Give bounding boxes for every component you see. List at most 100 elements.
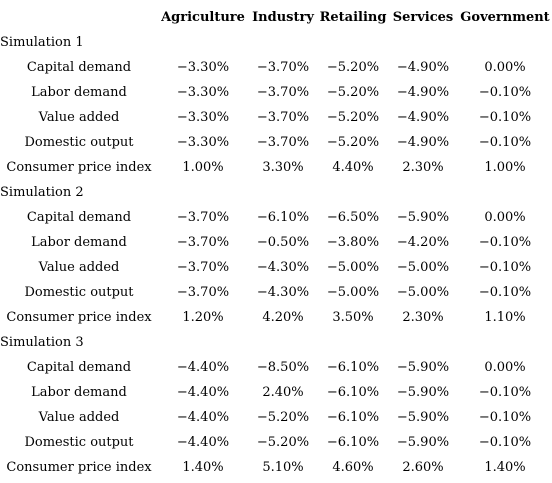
cell-industry: −3.70% <box>256 85 310 100</box>
table-row: Capital demand −3.70% −6.10% −6.50% −5.90% 0.… <box>0 205 552 230</box>
table-row: Value added −3.30% −3.70% −5.20% −4.90% −0.10… <box>0 105 552 130</box>
cell-retailing: −5.20% <box>326 110 380 125</box>
cell-government: 0.00% <box>484 210 526 225</box>
header-services: Services <box>392 10 454 25</box>
cell-industry: 5.10% <box>262 460 304 475</box>
header-agriculture: Agriculture <box>161 10 245 25</box>
cell-services: 2.30% <box>402 310 444 325</box>
cell-government: 0.00% <box>484 60 526 75</box>
cell-agriculture: −4.40% <box>176 360 230 375</box>
row-label: Labor demand <box>31 235 127 250</box>
cell-government: 0.00% <box>484 360 526 375</box>
header-retailing: Retailing <box>319 10 387 25</box>
row-label: Capital demand <box>26 210 132 225</box>
results-table: Agriculture Industry Retailing Services … <box>0 5 552 480</box>
cell-services: −5.90% <box>396 360 450 375</box>
cell-agriculture: −4.40% <box>176 385 230 400</box>
cell-industry: 3.30% <box>262 160 304 175</box>
cell-retailing: −5.20% <box>326 85 380 100</box>
row-label: Labor demand <box>31 85 127 100</box>
cell-agriculture: −3.70% <box>176 235 230 250</box>
header-industry: Industry <box>252 10 314 25</box>
cell-retailing: 4.60% <box>332 460 374 475</box>
cell-industry: −5.20% <box>256 410 310 425</box>
cell-agriculture: −4.40% <box>176 410 230 425</box>
row-label: Value added <box>38 410 120 425</box>
cell-agriculture: −3.30% <box>176 110 230 125</box>
table-row: Capital demand −4.40% −8.50% −6.10% −5.90% 0.… <box>0 355 552 380</box>
table-row: Domestic output −3.30% −3.70% −5.20% −4.90% −… <box>0 130 552 155</box>
table-row: Labor demand −4.40% 2.40% −6.10% −5.90% −0.10… <box>0 380 552 405</box>
cell-services: −4.90% <box>396 60 450 75</box>
row-label: Domestic output <box>24 435 134 450</box>
row-label: Domestic output <box>24 285 134 300</box>
cell-agriculture: −3.30% <box>176 85 230 100</box>
cell-retailing: −5.00% <box>326 260 380 275</box>
table-row: Value added −3.70% −4.30% −5.00% −5.00% −0.10… <box>0 255 552 280</box>
row-label: Capital demand <box>26 360 132 375</box>
cell-services: −5.90% <box>396 210 450 225</box>
row-label: Capital demand <box>26 60 132 75</box>
table-header: Agriculture Industry Retailing Services … <box>0 5 552 30</box>
cell-industry: −3.70% <box>256 110 310 125</box>
table-row: Labor demand −3.70% −0.50% −3.80% −4.20% −0.1… <box>0 230 552 255</box>
cell-government: −0.10% <box>478 260 532 275</box>
cell-government: −0.10% <box>478 235 532 250</box>
cell-industry: −4.30% <box>256 285 310 300</box>
cell-retailing: −5.00% <box>326 285 380 300</box>
cell-government: 1.00% <box>484 160 526 175</box>
cell-retailing: −6.10% <box>326 385 380 400</box>
table-row: Capital demand −3.30% −3.70% −5.20% −4.90% 0.… <box>0 55 552 80</box>
table-row: Consumer price index 1.40% 5.10% 4.60% 2.60%… <box>0 455 552 480</box>
table-row: Value added −4.40% −5.20% −6.10% −5.90% −0.10… <box>0 405 552 430</box>
cell-retailing: −6.50% <box>326 210 380 225</box>
simulation-title: Simulation 1 <box>0 35 84 50</box>
cell-government: −0.10% <box>478 285 532 300</box>
cell-services: −4.90% <box>396 110 450 125</box>
cell-agriculture: 1.20% <box>182 310 224 325</box>
cell-government: 1.10% <box>484 310 526 325</box>
cell-agriculture: −3.30% <box>176 60 230 75</box>
table-row: Consumer price index 1.00% 3.30% 4.40% 2.30%… <box>0 155 552 180</box>
row-label: Consumer price index <box>6 460 152 475</box>
cell-agriculture: −3.70% <box>176 260 230 275</box>
table-row: Labor demand −3.30% −3.70% −5.20% −4.90% −0.1… <box>0 80 552 105</box>
cell-services: 2.30% <box>402 160 444 175</box>
cell-retailing: −3.80% <box>326 235 380 250</box>
cell-agriculture: −4.40% <box>176 435 230 450</box>
cell-agriculture: 1.00% <box>182 160 224 175</box>
cell-industry: 4.20% <box>262 310 304 325</box>
cell-industry: −5.20% <box>256 435 310 450</box>
header-government: Government <box>460 10 550 25</box>
cell-retailing: 3.50% <box>332 310 374 325</box>
cell-industry: −4.30% <box>256 260 310 275</box>
simulation-group-row: Simulation 1 <box>0 30 552 55</box>
simulation-title: Simulation 3 <box>0 335 84 350</box>
cell-services: −4.20% <box>396 235 450 250</box>
cell-retailing: −5.20% <box>326 60 380 75</box>
table-row: Domestic output −3.70% −4.30% −5.00% −5.00% −… <box>0 280 552 305</box>
cell-services: −5.90% <box>396 385 450 400</box>
row-label: Value added <box>38 110 120 125</box>
cell-government: −0.10% <box>478 110 532 125</box>
row-label: Consumer price index <box>6 160 152 175</box>
table-body: Simulation 1 Capital demand −3.30% −3.70% −5… <box>0 30 552 480</box>
cell-government: −0.10% <box>478 385 532 400</box>
cell-industry: −6.10% <box>256 210 310 225</box>
simulation-group-row: Simulation 2 <box>0 180 552 205</box>
cell-retailing: 4.40% <box>332 160 374 175</box>
cell-services: −4.90% <box>396 85 450 100</box>
table-row: Consumer price index 1.20% 4.20% 3.50% 2.30%… <box>0 305 552 330</box>
cell-agriculture: −3.70% <box>176 285 230 300</box>
cell-government: −0.10% <box>478 135 532 150</box>
header-row-label <box>0 5 158 30</box>
cell-services: −4.90% <box>396 135 450 150</box>
row-label: Labor demand <box>31 385 127 400</box>
cell-retailing: −6.10% <box>326 410 380 425</box>
cell-industry: −8.50% <box>256 360 310 375</box>
cell-services: −5.00% <box>396 285 450 300</box>
cell-services: −5.00% <box>396 260 450 275</box>
simulation-title: Simulation 2 <box>0 185 84 200</box>
cell-services: −5.90% <box>396 410 450 425</box>
cell-services: 2.60% <box>402 460 444 475</box>
